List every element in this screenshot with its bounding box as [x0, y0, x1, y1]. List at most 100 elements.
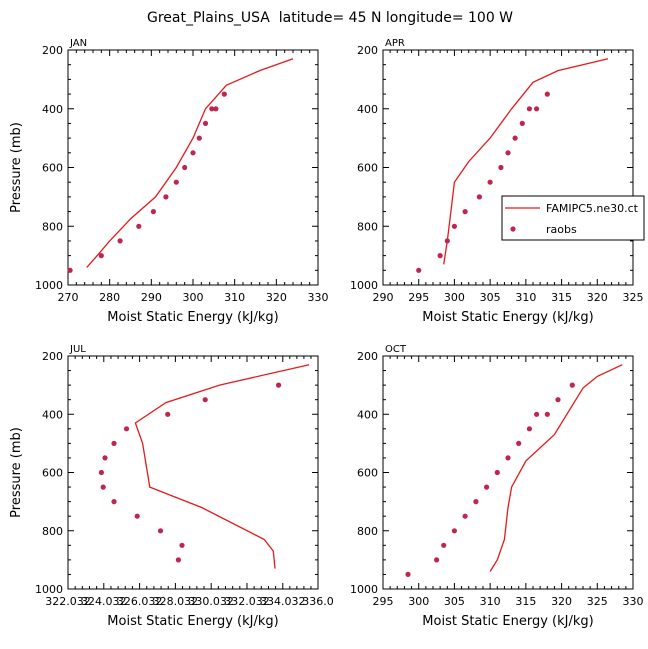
obs-point	[179, 542, 185, 548]
obs-point	[173, 179, 179, 185]
obs-point	[444, 238, 450, 244]
obs-point	[111, 440, 117, 446]
y-tick-label: 1000	[35, 279, 63, 292]
obs-point	[512, 135, 518, 141]
obs-point	[437, 253, 443, 259]
model-line	[489, 364, 623, 572]
y-tick-label: 200	[357, 44, 378, 57]
y-tick-label: 800	[357, 525, 378, 538]
x-tick-label: 305	[444, 595, 465, 608]
legend-obs-label: raobs	[546, 223, 577, 236]
obs-point	[526, 426, 533, 432]
obs-point	[487, 179, 493, 185]
obs-point	[123, 426, 130, 432]
obs-point	[519, 120, 525, 126]
obs-point	[221, 91, 227, 97]
x-axis-label: Moist Static Energy (kJ/kg)	[422, 614, 593, 629]
figure-title: Great_Plains_USA latitude= 45 N longitud…	[147, 10, 513, 26]
x-tick-label: 310	[515, 291, 536, 304]
panel-label: APR	[385, 38, 405, 49]
obs-point	[473, 499, 479, 505]
obs-point	[100, 484, 106, 490]
x-tick-label: 295	[408, 291, 429, 304]
x-tick-label: 320	[266, 291, 287, 304]
x-tick-label: 336.0	[302, 595, 334, 608]
x-tick-label: 315	[515, 595, 536, 608]
obs-point	[202, 120, 209, 126]
obs-point	[213, 106, 219, 112]
x-tick-label: 324.032	[81, 595, 127, 608]
obs-point	[98, 469, 104, 476]
obs-point	[441, 542, 447, 548]
x-tick-label: 300	[183, 291, 204, 304]
y-axis-label: Pressure (mb)	[9, 427, 24, 518]
y-tick-label: 800	[42, 525, 63, 538]
panel-jul: 322.032324.032326.032328.032330.032332.0…	[9, 344, 334, 629]
obs-point	[202, 397, 208, 403]
obs-point	[544, 91, 550, 97]
x-tick-label: 325	[623, 291, 644, 304]
panel-jan: 270 280 290 300 310 320 330 200 400 600 800 1000 JAN…	[9, 38, 329, 325]
obs-point	[276, 382, 282, 388]
model-line	[134, 364, 310, 569]
legend-box	[501, 195, 645, 241]
y-tick-label: 600	[357, 162, 378, 175]
x-tick-label: 326.032	[117, 595, 163, 608]
obs-point	[165, 411, 171, 417]
x-tick-label: 330.032	[188, 595, 234, 608]
x-tick-label: 334.032	[260, 595, 306, 608]
y-tick-label: 800	[357, 220, 378, 233]
y-tick-label: 800	[42, 220, 63, 233]
y-tick-label: 400	[42, 408, 63, 421]
obs-point	[484, 484, 490, 490]
obs-point	[102, 455, 108, 461]
x-tick-label: 270	[58, 291, 79, 304]
y-tick-label: 600	[357, 467, 378, 480]
x-tick-label: 322.032	[45, 595, 91, 608]
obs-point	[516, 440, 522, 446]
x-axis-label: Moist Static Energy (kJ/kg)	[107, 310, 278, 325]
obs-point	[416, 267, 422, 273]
obs-point	[569, 382, 575, 388]
legend: FAMIPC5.ne30.ct raobs	[501, 195, 645, 241]
x-tick-label: 310	[224, 291, 245, 304]
y-tick-label: 600	[42, 467, 63, 480]
obs-point	[209, 106, 215, 112]
obs-point	[534, 106, 540, 112]
obs-point	[526, 106, 533, 112]
panel-oct: 295 300 305 310 315 320 325 330 200 400 600 800 1000…	[350, 344, 644, 629]
x-tick-label: 295	[373, 595, 394, 608]
obs-point	[451, 223, 457, 229]
panel-label: JUL	[69, 344, 86, 355]
obs-point	[534, 411, 540, 417]
model-line	[443, 58, 609, 265]
obs-point	[505, 455, 511, 461]
y-tick-label: 200	[42, 44, 63, 57]
plot-frame	[382, 355, 634, 590]
obs-point	[434, 557, 440, 563]
obs-point	[544, 411, 550, 417]
obs-point	[451, 528, 457, 534]
obs-point	[157, 528, 164, 534]
x-tick-label: 280	[99, 291, 120, 304]
obs-point	[98, 253, 104, 259]
y-tick-label: 1000	[350, 583, 378, 596]
obs-point	[134, 513, 140, 519]
y-tick-label: 400	[357, 408, 378, 421]
x-tick-label: 332.032	[224, 595, 270, 608]
x-tick-label: 290	[373, 291, 394, 304]
obs-point	[163, 194, 169, 200]
x-tick-label: 330	[308, 291, 329, 304]
y-tick-label: 400	[357, 103, 378, 116]
x-tick-label: 325	[587, 595, 608, 608]
panel-label: OCT	[385, 344, 407, 355]
plot-frame	[67, 355, 319, 590]
x-tick-label: 315	[551, 291, 572, 304]
x-axis-label: Moist Static Energy (kJ/kg)	[422, 310, 593, 325]
obs-point	[150, 209, 156, 215]
obs-point	[190, 150, 196, 156]
obs-point	[476, 194, 482, 200]
plot-frame	[382, 49, 634, 286]
obs-point	[111, 499, 117, 505]
